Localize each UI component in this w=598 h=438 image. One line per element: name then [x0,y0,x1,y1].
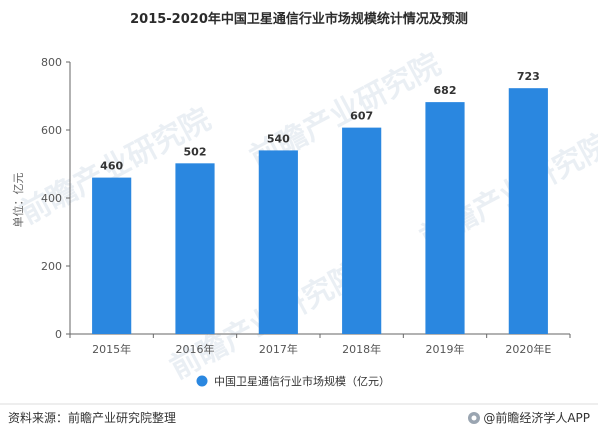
x-tick-label: 2020年E [505,342,551,356]
data-labels-group: 460 502 540 607 682 723 [100,70,540,172]
bar [258,150,298,334]
legend-label: 中国卫星通信行业市场规模（亿元） [214,374,390,388]
y-tick-label: 400 [41,192,62,205]
bar [175,163,215,334]
x-tick-label: 2015年 [92,342,131,356]
x-tick-label: 2017年 [259,342,298,356]
axes-group: 0 200 400 600 800 2015年 2016年 2017年 2018年 2019年 20… [41,56,571,356]
chart-title: 2015-2020年中国卫星通信行业市场规模统计情况及预测 [130,11,468,27]
x-tick-label: 2018年 [342,342,381,356]
legend: 中国卫星通信行业市场规模（亿元） [196,374,390,388]
data-label: 502 [184,145,207,158]
y-tick-label: 800 [41,56,62,69]
data-label: 607 [350,110,373,123]
legend-marker [196,375,208,387]
y-tick-label: 0 [55,328,62,341]
bars-group [92,88,548,335]
x-tick-label: 2016年 [176,342,215,356]
brand-logo [468,412,480,424]
data-label: 682 [434,84,457,97]
x-tick-label: 2019年 [426,342,465,356]
bar [425,102,465,335]
y-axis-label: 单位：亿元 [11,173,25,228]
data-label: 460 [100,160,123,173]
data-label: 540 [267,132,290,145]
y-tick-label: 600 [41,124,62,137]
bar [92,177,132,334]
data-label: 723 [517,70,540,83]
brand-credit: @前瞻经济学人APP [483,410,590,425]
bar [508,88,548,335]
y-tick-label: 200 [41,260,62,273]
source-note: 资料来源：前瞻产业研究院整理 [8,410,176,425]
bar [342,127,382,335]
